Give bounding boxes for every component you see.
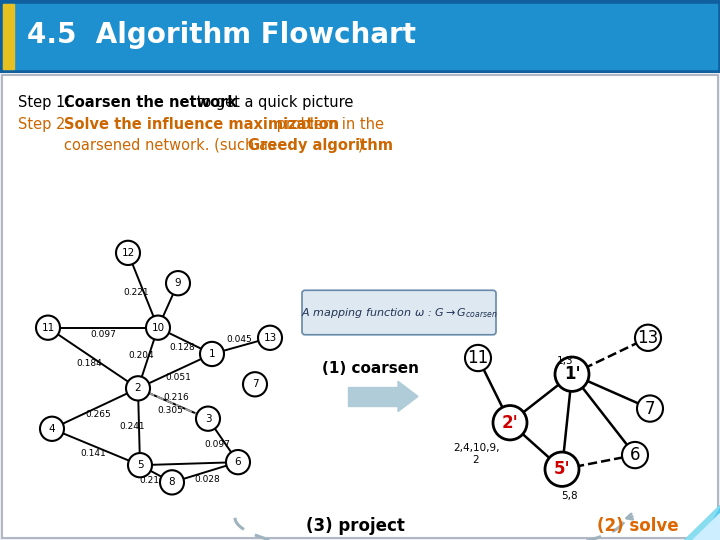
Text: 0.305: 0.305 [157, 406, 183, 415]
Text: 0.028: 0.028 [194, 475, 220, 483]
Bar [3, 4, 14, 69]
Text: 13: 13 [264, 333, 276, 343]
Text: 0.184: 0.184 [76, 360, 102, 368]
Circle shape [128, 453, 152, 477]
Text: 0.097: 0.097 [90, 330, 116, 339]
Text: A mapping function $\omega$ : $G \rightarrow G_{coarsen}$: A mapping function $\omega$ : $G \righta… [301, 306, 498, 320]
Text: 0.221: 0.221 [124, 288, 149, 298]
Text: 0.141: 0.141 [81, 449, 107, 458]
Circle shape [622, 442, 648, 468]
Polygon shape [685, 505, 720, 540]
Circle shape [637, 395, 663, 422]
Text: coarsened network. (such as: coarsened network. (such as [64, 138, 280, 153]
Text: 11: 11 [467, 349, 489, 367]
Circle shape [160, 470, 184, 495]
Text: Step 1:: Step 1: [18, 95, 75, 110]
Text: 2: 2 [135, 383, 141, 393]
Circle shape [635, 325, 661, 351]
Text: 0.241: 0.241 [120, 422, 145, 431]
Text: (3) project: (3) project [305, 517, 405, 535]
Text: problem in the: problem in the [272, 117, 384, 132]
Text: (2) solve: (2) solve [597, 517, 679, 535]
Text: (1) coarsen: (1) coarsen [322, 361, 418, 376]
Text: 5,8: 5,8 [562, 491, 578, 502]
Text: 2,4,10,9,
2: 2,4,10,9, 2 [453, 443, 499, 464]
Polygon shape [398, 381, 418, 411]
Text: 0.128: 0.128 [169, 343, 195, 352]
Text: 4: 4 [49, 424, 55, 434]
Text: Coarsen the network: Coarsen the network [64, 95, 237, 110]
Circle shape [196, 407, 220, 431]
Text: Step 2:: Step 2: [18, 117, 75, 132]
Circle shape [545, 452, 579, 487]
Text: 5': 5' [554, 460, 570, 478]
Circle shape [40, 417, 64, 441]
Bar [348, 387, 398, 406]
Text: 13: 13 [637, 329, 659, 347]
Circle shape [493, 406, 527, 440]
Circle shape [146, 315, 170, 340]
Text: 0.045: 0.045 [226, 335, 252, 343]
FancyBboxPatch shape [302, 291, 496, 335]
Text: 8: 8 [168, 477, 175, 488]
Text: 10: 10 [151, 323, 165, 333]
Circle shape [243, 372, 267, 396]
Text: 1': 1' [564, 365, 580, 383]
Circle shape [465, 345, 491, 371]
Text: 2': 2' [502, 414, 518, 431]
Text: 0.265: 0.265 [85, 410, 111, 420]
Text: 0.097: 0.097 [204, 440, 230, 449]
Text: 9: 9 [175, 278, 181, 288]
Circle shape [258, 326, 282, 350]
Text: Solve the influence maximization: Solve the influence maximization [64, 117, 339, 132]
Text: 1,3: 1,3 [557, 356, 573, 366]
Circle shape [116, 241, 140, 265]
Text: 7: 7 [252, 379, 258, 389]
Circle shape [555, 357, 589, 392]
Text: 0.216: 0.216 [140, 476, 166, 484]
Circle shape [226, 450, 250, 474]
Text: 5: 5 [137, 460, 143, 470]
Text: 0.204: 0.204 [129, 352, 154, 360]
Polygon shape [685, 505, 720, 540]
Text: 3: 3 [204, 414, 211, 424]
Circle shape [126, 376, 150, 401]
Text: ): ) [358, 138, 364, 153]
Text: to get a quick picture: to get a quick picture [192, 95, 354, 110]
Bar [3, 4, 717, 69]
Circle shape [36, 315, 60, 340]
Text: 12: 12 [122, 248, 135, 258]
Text: 1: 1 [209, 349, 215, 359]
Text: 0.216: 0.216 [163, 393, 189, 402]
Text: 11: 11 [41, 323, 55, 333]
Polygon shape [693, 514, 720, 540]
Text: 0.051: 0.051 [165, 373, 191, 382]
Text: 6: 6 [630, 446, 640, 464]
Text: 6: 6 [235, 457, 241, 467]
Text: 4.5  Algorithm Flowchart: 4.5 Algorithm Flowchart [27, 21, 416, 49]
Circle shape [166, 271, 190, 295]
Circle shape [200, 342, 224, 366]
Text: Greedy algorithm: Greedy algorithm [248, 138, 393, 153]
Text: 7: 7 [644, 400, 655, 417]
